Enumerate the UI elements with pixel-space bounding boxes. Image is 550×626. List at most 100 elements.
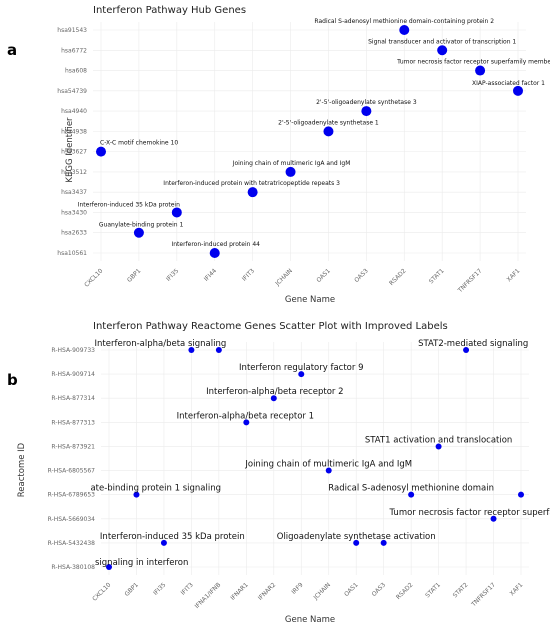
x-tick-label: IFNAR1 (229, 581, 249, 601)
data-point (437, 45, 448, 56)
data-point (285, 166, 296, 177)
gridlines-b (101, 342, 529, 575)
points-b (106, 347, 524, 570)
point-label: Radical S-adenosyl methionine domain-con… (314, 18, 494, 25)
x-tick-label: RSAD2 (395, 581, 415, 601)
point-label: Oligoadenylate synthetase activation (277, 532, 436, 542)
point-label: Interferon-induced protein with tetratri… (163, 180, 340, 187)
y-tick-label: R-HSA-380108 (51, 564, 95, 571)
x-tick-label: GBP1 (126, 267, 143, 284)
point-label: Radical S-adenosyl methionine domain (328, 484, 494, 494)
point-label: 2'-5'-oligoadenylate synthetase 1 (278, 119, 379, 126)
x-tick-label: RSAD2 (388, 267, 408, 287)
data-point (106, 564, 112, 570)
y-tick-label: hsa3512 (61, 169, 87, 176)
y-tick-label: R-HSA-877313 (51, 419, 95, 426)
point-label: Interferon-induced 35 kDa protein (100, 532, 245, 542)
x-tick-label: GBP1 (123, 581, 140, 598)
x-tick-label: STAT1 (428, 267, 446, 285)
points-a (96, 25, 523, 258)
x-tick-label: STAT2 (452, 581, 470, 599)
data-point (408, 491, 415, 498)
y-tick-label: hsa2633 (61, 230, 87, 237)
data-point (270, 395, 277, 402)
y-tick-label: R-HSA-6789653 (48, 492, 96, 499)
point-label: Interferon-alpha/beta signaling (95, 339, 227, 349)
data-point (133, 491, 140, 498)
point-label: Joining chain of multimeric IgA and IgM (232, 160, 351, 167)
point-label: XIAP-associated factor 1 (472, 80, 545, 87)
x-tick-label: XAF1 (509, 581, 525, 597)
point-label: STAT1 activation and translocation (365, 435, 512, 445)
x-tick-label: CXCL10 (91, 581, 112, 602)
y-axis-label-a: KEGG Identifier (65, 117, 75, 183)
point-label: 2'-5'-oligoadenylate synthetase 3 (316, 99, 417, 106)
x-tick-labels-a: CXCL10 GBP1 IFI35 IFI44 IFIT3 JCHAIN OAS1 OAS3 R… (83, 267, 521, 294)
y-tick-label: hsa6772 (61, 47, 87, 54)
data-point (361, 106, 372, 117)
data-point (209, 248, 220, 258)
x-tick-label: IRF9 (290, 581, 304, 595)
y-tick-label: R-HSA-6805567 (48, 468, 96, 475)
y-tick-label: R-HSA-5669034 (48, 516, 96, 523)
point-label: C-X-C motif chemokine 10 (100, 140, 178, 147)
y-tick-label: hsa3627 (61, 149, 87, 156)
x-tick-label: TNFRSF17 (470, 581, 497, 608)
point-labels-a: C-X-C motif chemokine 10 Guanylate-bindin… (78, 18, 550, 248)
y-tick-label: hsa4938 (61, 128, 87, 135)
data-point (323, 126, 334, 137)
y-tick-label: R-HSA-909733 (51, 347, 95, 354)
x-tick-label: OAS3 (371, 581, 388, 598)
y-tick-label: hsa91543 (57, 27, 87, 34)
data-point (188, 347, 195, 353)
panel-b: b Interferon Pathway Reactome Genes Scat… (7, 321, 550, 625)
data-point (490, 515, 497, 522)
x-tick-label: IFNAR2 (257, 581, 277, 601)
x-tick-label: OAS3 (353, 267, 370, 284)
y-tick-label: hsa4940 (61, 108, 87, 115)
panel-a: a Interferon Pathway Hub Genes hsa10561h… (7, 5, 550, 305)
point-labels-b: signaling in interferon ate-binding prote… (90, 339, 550, 568)
y-tick-labels-a: hsa10561 hsa2633 hsa3430 hsa3437 hsa3512 hsa3… (57, 27, 87, 257)
point-label: ate-binding protein 1 signaling (90, 484, 221, 494)
y-tick-label: R-HSA-5432438 (48, 540, 96, 547)
data-point (215, 347, 222, 353)
y-tick-label: hsa3437 (61, 189, 87, 196)
y-tick-label: hsa608 (65, 68, 87, 75)
x-tick-label: OAS1 (343, 581, 360, 598)
data-point (435, 443, 442, 450)
x-tick-label: IFI35 (152, 581, 167, 596)
data-point (325, 467, 332, 474)
data-point (133, 227, 144, 238)
x-axis-label-b: Gene Name (285, 615, 335, 625)
data-point (247, 187, 258, 198)
x-tick-label: IFIT3 (241, 267, 256, 282)
data-point (518, 491, 524, 498)
point-label: Interferon-induced 35 kDa protein (78, 201, 180, 208)
point-label: Interferon-alpha/beta receptor 1 (177, 411, 314, 421)
data-point (96, 146, 106, 157)
data-point (353, 539, 360, 546)
x-tick-label: TNFRSF17 (456, 267, 483, 294)
x-tick-label: IFNA1/IFNB (194, 581, 223, 610)
data-point (380, 539, 387, 546)
point-label: Interferon regulatory factor 9 (239, 363, 363, 373)
x-tick-label: CXCL10 (83, 267, 104, 288)
point-label: Guanylate-binding protein 1 (99, 222, 184, 229)
x-tick-label: STAT1 (424, 581, 442, 599)
x-tick-label: JCHAIN (312, 581, 332, 601)
data-point (475, 65, 486, 76)
y-tick-label: R-HSA-873921 (51, 443, 95, 450)
point-label: signaling in interferon (95, 558, 188, 568)
y-tick-label: hsa3430 (61, 209, 87, 216)
y-tick-label: R-HSA-909714 (51, 371, 95, 378)
chart-title-a: Interferon Pathway Hub Genes (93, 5, 246, 16)
data-point (463, 347, 470, 353)
data-point (298, 371, 305, 378)
y-tick-label: hsa10561 (57, 250, 87, 257)
gridlines-a (93, 22, 526, 261)
point-label: Tumor necrosis factor receptor superfami… (396, 59, 550, 66)
chart-title-b: Interferon Pathway Reactome Genes Scatte… (93, 321, 448, 332)
